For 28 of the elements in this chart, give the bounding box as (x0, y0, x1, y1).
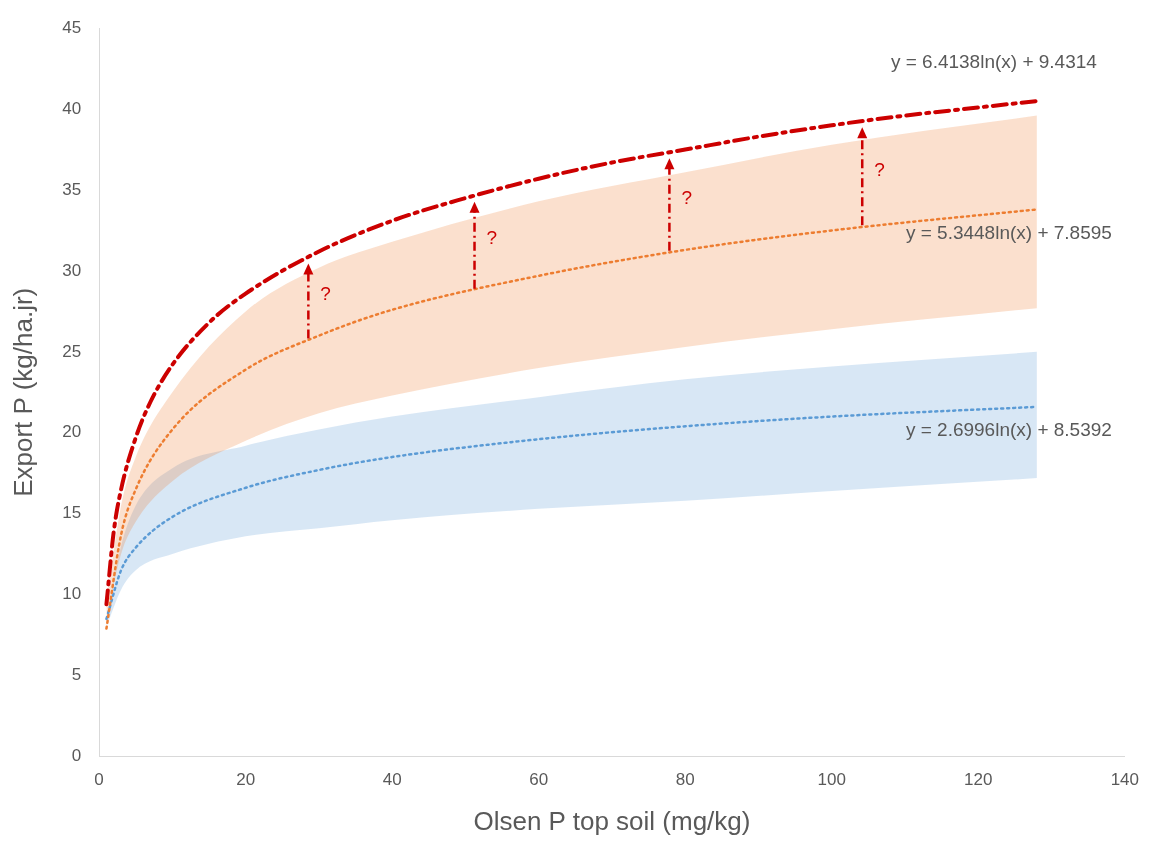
y-tick-label: 30 (62, 260, 82, 280)
y-tick-label: 35 (62, 179, 82, 199)
annotation: y = 5.3448ln(x) + 7.8595 (905, 221, 1112, 243)
annotation: y = 2.6996ln(x) + 8.5392 (905, 419, 1112, 441)
annotation: y = 6.4138ln(x) + 9.4314 (890, 51, 1098, 73)
line-series (105, 208, 1039, 630)
y-tick-label: 20 (62, 422, 82, 442)
x-tick-label: 40 (382, 770, 402, 790)
x-tick-label: 120 (964, 770, 993, 790)
x-tick-label: 20 (236, 770, 256, 790)
x-tick-label: 0 (94, 770, 104, 790)
y-axis-title: Export P (kg/ha.jr) (7, 287, 38, 497)
y-tick-label: 10 (62, 584, 82, 604)
x-tick-label: 80 (675, 770, 695, 790)
y-tick-label: 25 (62, 341, 82, 361)
annotation: ? (874, 158, 885, 180)
x-tick-label: 100 (817, 770, 846, 790)
annotation: ? (486, 227, 498, 249)
y-tick-label: 45 (62, 17, 82, 37)
x-axis-title: Olsen P top soil (mg/kg) (473, 805, 751, 836)
y-tick-label: 40 (62, 98, 82, 118)
y-tick-label: 5 (71, 665, 82, 685)
x-tick-label: 60 (529, 770, 549, 790)
y-tick-label: 15 (62, 503, 82, 523)
annotation: ? (681, 186, 692, 208)
y-tick-label: 0 (71, 746, 82, 766)
x-tick-label: 140 (1110, 770, 1140, 790)
annotation: ? (320, 283, 331, 305)
